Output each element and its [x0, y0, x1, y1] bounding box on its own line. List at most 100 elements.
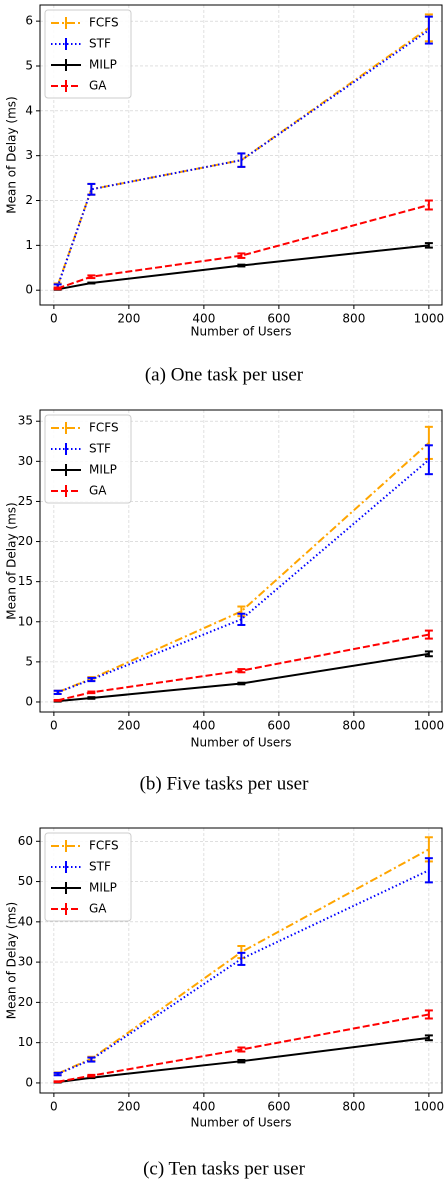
error-bar: [53, 1080, 62, 1084]
y-tick-label: 40: [18, 914, 33, 928]
y-tick-label: 1: [25, 238, 33, 252]
series-line: [57, 869, 430, 1075]
x-tick-label: 1000: [414, 1100, 445, 1114]
y-tick-label: 0: [25, 283, 33, 297]
y-tick-label: 60: [18, 834, 33, 848]
legend-label: STF: [89, 37, 111, 51]
x-tick-label: 200: [117, 1100, 140, 1114]
caption: (c) Ten tasks per user: [143, 1158, 306, 1179]
series-line: [57, 633, 430, 702]
x-tick-label: 200: [117, 312, 140, 326]
y-tick-label: 35: [18, 414, 33, 428]
x-tick-label: 400: [192, 1100, 215, 1114]
error-bar: [87, 1056, 96, 1063]
y-tick-label: 0: [25, 1075, 33, 1089]
error-bar: [53, 1071, 62, 1077]
legend-box: [44, 9, 132, 99]
x-tick-label: 600: [267, 312, 290, 326]
series-line: [57, 848, 430, 1075]
y-tick-label: 50: [18, 874, 33, 888]
error-bar: [237, 668, 246, 674]
y-tick-label: 15: [18, 574, 33, 588]
series-line: [57, 458, 430, 694]
error-bar: [424, 1009, 433, 1020]
error-bar: [424, 650, 433, 658]
y-tick-label: 10: [18, 1035, 33, 1049]
x-tick-label: 200: [117, 719, 140, 733]
series-line: [56, 27, 430, 287]
x-tick-label: 0: [50, 1100, 58, 1114]
y-tick-label: 5: [25, 58, 33, 72]
x-tick-label: 600: [267, 1100, 290, 1114]
error-bar: [237, 263, 246, 268]
x-tick-label: 800: [342, 312, 365, 326]
series-line: [57, 244, 429, 291]
series-line: [57, 204, 430, 290]
y-tick-label: 30: [18, 454, 33, 468]
error-bar: [237, 681, 246, 686]
legend-box: [44, 414, 132, 504]
x-axis-label: Number of Users: [190, 325, 291, 339]
error-bar: [424, 857, 433, 884]
legend-label: GA: [89, 484, 107, 498]
series-line: [57, 1036, 429, 1084]
legend-label: FCFS: [89, 421, 119, 435]
plot-frame: [39, 827, 443, 1094]
x-tick-label: 1000: [414, 312, 445, 326]
x-tick-label: 400: [192, 312, 215, 326]
error-bar: [237, 1058, 246, 1064]
error-bar: [424, 444, 433, 476]
x-tick-label: 400: [192, 719, 215, 733]
legend-label: STF: [89, 860, 111, 874]
y-tick-label: 10: [18, 614, 33, 628]
y-tick-label: 30: [18, 955, 33, 969]
plot-frame: [39, 4, 443, 306]
legend-label: MILP: [89, 58, 117, 72]
error-bar: [53, 689, 62, 695]
legend-label: GA: [89, 79, 107, 93]
x-tick-label: 0: [50, 312, 58, 326]
error-bar: [87, 281, 96, 285]
error-bar: [87, 182, 96, 196]
y-tick-label: 6: [25, 14, 33, 28]
series-line: [57, 652, 430, 703]
x-tick-label: 800: [342, 719, 365, 733]
caption: (a) One task per user: [145, 364, 304, 385]
x-tick-label: 1000: [414, 719, 445, 733]
error-bar: [424, 1034, 433, 1042]
x-axis-label: Number of Users: [190, 1116, 291, 1130]
legend-label: STF: [89, 442, 111, 456]
y-axis-label: Mean of Delay (ms): [5, 902, 19, 1019]
legend-label: FCFS: [89, 16, 119, 30]
error-bar: [237, 252, 246, 259]
y-tick-label: 3: [25, 148, 33, 162]
legend-label: MILP: [89, 881, 117, 895]
y-axis-label: Mean of Delay (ms): [5, 96, 19, 213]
legend-label: MILP: [89, 463, 117, 477]
caption: (b) Five tasks per user: [140, 773, 310, 794]
error-bar: [87, 676, 96, 683]
error-bar: [424, 199, 433, 211]
error-bar: [237, 612, 246, 626]
error-bar: [87, 690, 96, 695]
y-tick-label: 5: [25, 654, 33, 668]
series-line: [57, 442, 430, 694]
error-bar: [424, 629, 433, 640]
error-bar: [424, 242, 433, 249]
error-bar: [87, 1073, 96, 1078]
error-bar: [53, 286, 62, 291]
y-tick-label: 20: [18, 995, 33, 1009]
y-tick-label: 2: [25, 193, 33, 207]
error-bar: [237, 951, 246, 966]
x-axis-label: Number of Users: [190, 736, 291, 750]
error-bar: [87, 274, 96, 280]
plot-frame: [39, 409, 443, 713]
error-bar: [87, 696, 96, 700]
legend-label: FCFS: [89, 839, 119, 853]
y-axis-label: Mean of Delay (ms): [5, 502, 19, 619]
error-bar: [424, 15, 433, 45]
x-tick-label: 600: [267, 719, 290, 733]
x-tick-label: 800: [342, 1100, 365, 1114]
legend-label: GA: [89, 902, 107, 916]
